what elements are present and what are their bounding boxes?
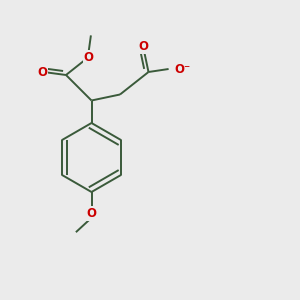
Text: O: O [83,50,94,64]
Text: O: O [138,40,148,53]
Text: O: O [86,207,97,220]
Text: O⁻: O⁻ [174,62,190,76]
Text: O: O [37,65,47,79]
